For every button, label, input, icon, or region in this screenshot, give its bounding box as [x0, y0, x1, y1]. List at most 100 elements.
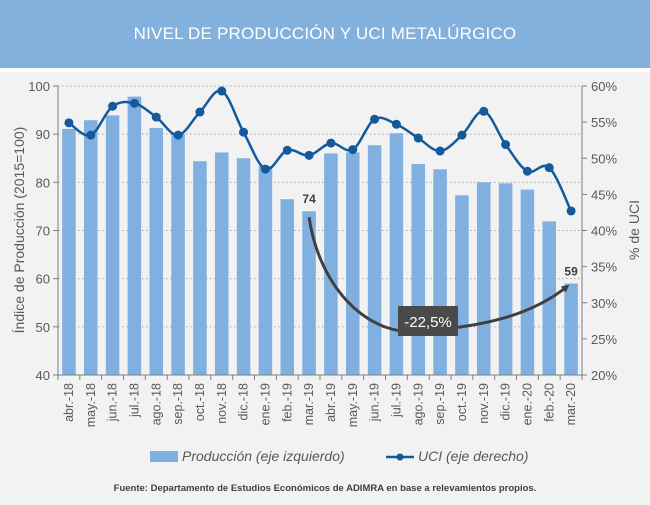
uci-marker	[413, 133, 423, 143]
y2-tick-label: 45%	[591, 187, 617, 202]
bar	[258, 165, 273, 375]
x-tick-label: feb.-20	[542, 383, 556, 422]
legend-marker-uci	[396, 453, 404, 461]
uci-marker	[173, 130, 183, 140]
bar	[367, 145, 382, 375]
uci-marker	[239, 127, 249, 137]
y2-tick-label: 40%	[591, 224, 617, 239]
y-tick-label: 40	[36, 368, 50, 383]
bar	[389, 133, 404, 375]
uci-marker	[522, 166, 532, 176]
uci-marker	[151, 112, 161, 122]
x-tick-label: ago.-18	[149, 383, 163, 425]
y2-tick-label: 50%	[591, 151, 617, 166]
y-tick-label: 70	[36, 224, 50, 239]
uci-marker	[348, 145, 358, 155]
bar	[171, 134, 185, 375]
uci-marker	[566, 206, 576, 216]
uci-marker	[195, 107, 205, 117]
bar	[105, 115, 120, 376]
x-tick-label: sep.-19	[433, 383, 447, 425]
uci-marker	[129, 98, 139, 108]
chart-title: NIVEL DE PRODUCCIÓN Y UCI METALÚRGICO	[133, 24, 517, 43]
annotations: 74 59 -22,5%	[302, 192, 578, 336]
uci-marker	[544, 163, 554, 173]
uci-marker	[217, 86, 227, 96]
bar	[411, 164, 426, 375]
legend-label-produccion: Producción (eje izquierdo)	[182, 448, 345, 464]
uci-marker	[479, 106, 489, 116]
y-tick-label: 50	[36, 320, 50, 335]
bar	[455, 195, 469, 375]
uci-marker	[282, 145, 292, 155]
x-tick-label: sep.-18	[171, 383, 185, 425]
axes	[53, 85, 587, 380]
y2-tick-label: 60%	[591, 79, 617, 94]
bar	[62, 128, 76, 375]
legend: Producción (eje izquierdo) UCI (eje dere…	[150, 448, 529, 464]
change-label: -22,5%	[404, 314, 452, 331]
bar	[149, 127, 164, 375]
bar	[214, 152, 229, 375]
uci-line	[68, 89, 573, 212]
legend-swatch-produccion	[150, 451, 178, 462]
x-tick-label: dic.-19	[499, 383, 513, 421]
x-tick-label: nov.-19	[477, 383, 491, 424]
x-tick-label: mar.-20	[564, 383, 578, 425]
bar	[564, 283, 578, 375]
gridlines	[58, 85, 582, 328]
bar	[520, 189, 535, 375]
uci-marker	[370, 114, 380, 124]
x-tick-label: jun.-18	[106, 383, 120, 422]
end-value-label: 59	[564, 264, 578, 278]
x-tick-label: dic.-18	[237, 383, 251, 421]
uci-marker	[86, 130, 96, 140]
x-tick-label: may.-18	[84, 383, 98, 427]
x-tick-label: ene.-20	[520, 383, 534, 425]
x-tick-label: oct.-19	[455, 383, 469, 421]
y2-tick-label: 30%	[591, 296, 617, 311]
bar	[280, 199, 295, 375]
y2-tick-label: 20%	[591, 368, 617, 383]
uci-marker	[326, 138, 336, 148]
start-value-label: 74	[302, 192, 316, 206]
uci-marker	[501, 140, 511, 150]
y2-tick-labels: 20% 25% 30% 35% 40% 45% 50% 55% 60%	[591, 79, 617, 383]
y-tick-label: 90	[36, 127, 50, 142]
y2-axis-label: % de UCI	[626, 200, 642, 260]
uci-marker	[304, 150, 314, 160]
x-tick-label: ago.-19	[411, 383, 425, 425]
bar	[236, 158, 251, 375]
y-axis-label: Índice de Producción (2015=100)	[11, 127, 27, 334]
bar	[127, 96, 142, 375]
line-series	[64, 86, 576, 216]
bar	[324, 153, 338, 375]
y-tick-label: 100	[28, 79, 50, 94]
bar	[302, 211, 316, 375]
x-tick-label: abr.-19	[324, 383, 338, 422]
bar	[83, 120, 98, 375]
x-tick-label: ene.-19	[258, 383, 272, 425]
x-tick-label: oct.-18	[193, 383, 207, 421]
source-note: Fuente: Departamento de Estudios Económi…	[114, 483, 537, 494]
change-label-box	[398, 306, 458, 336]
bar	[476, 182, 491, 375]
legend-label-uci: UCI (eje derecho)	[418, 448, 529, 464]
x-tick-label: feb.-19	[280, 383, 294, 422]
y2-tick-label: 25%	[591, 332, 617, 347]
uci-marker	[435, 146, 445, 156]
bar	[193, 161, 207, 375]
bar	[433, 169, 447, 375]
uci-marker	[391, 119, 401, 129]
y2-tick-label: 55%	[591, 115, 617, 130]
uci-marker	[108, 101, 118, 111]
x-tick-label: nov.-18	[215, 383, 229, 424]
y-tick-labels: 40 50 60 70 80 90 100	[28, 79, 50, 383]
x-tick-label: jul.-19	[389, 383, 403, 418]
uci-marker	[260, 164, 270, 174]
uci-marker	[457, 130, 467, 140]
x-tick-label: jul.-18	[127, 383, 141, 418]
bar	[498, 183, 513, 375]
chart-header: NIVEL DE PRODUCCIÓN Y UCI METALÚRGICO	[0, 0, 650, 68]
